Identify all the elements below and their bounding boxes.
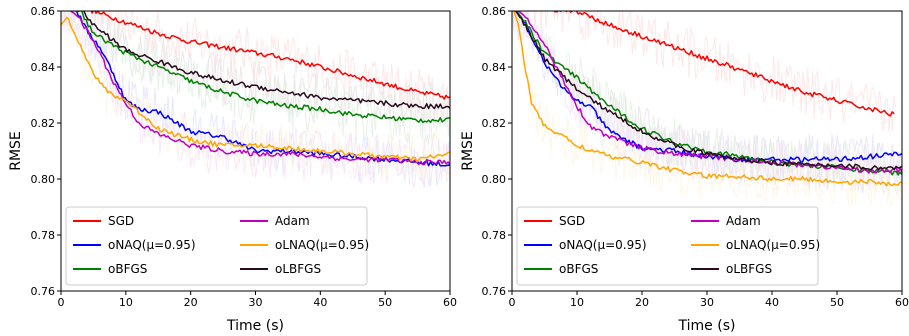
right-x-ticks: 0 10 20 30 40 50 60 (509, 291, 909, 309)
right-legend-label-sgd: SGD (559, 214, 585, 228)
left-legend-box (65, 206, 368, 286)
right-legend: SGD oNAQ(μ=0.95) oBFGS Adam oLNAQ(μ=0.95… (516, 206, 820, 286)
left-panel: 0 10 20 30 40 50 60 0.76 0.78 0.80 0.82 0.84 0.86 T… (8, 5, 457, 334)
left-y-tick-label: 0.76 (31, 285, 56, 298)
left-x-tick-label: 50 (378, 296, 392, 309)
left-legend-label-adam: Adam (275, 214, 310, 228)
left-y-tick-label: 0.80 (31, 173, 56, 186)
right-x-tick-label: 50 (830, 296, 844, 309)
right-noise-trace-onaq (512, 11, 902, 185)
left-y-tick-label: 0.82 (31, 117, 56, 130)
right-series-line-onaq (515, 11, 902, 163)
right-legend-label-adam: Adam (726, 214, 761, 228)
left-series-line-olbfgs (82, 11, 450, 110)
right-noise-trace-olbfgs (512, 11, 902, 193)
right-noise-trace-sgd (512, 11, 896, 133)
right-legend-label-olnaq: oLNAQ(μ=0.95) (726, 238, 820, 252)
left-noise-trace-onaq (67, 11, 450, 188)
right-noise-trace-adam (512, 11, 902, 195)
right-series-layer (513, 11, 902, 187)
left-y-ticks: 0.76 0.78 0.80 0.82 0.84 0.86 (31, 5, 61, 298)
left-legend: SGD oNAQ(μ=0.95) oBFGS Adam oLNAQ(μ=0.95… (65, 206, 369, 286)
left-x-tick-label: 10 (119, 296, 133, 309)
left-legend-label-olnaq: oLNAQ(μ=0.95) (275, 238, 369, 252)
left-legend-label-olbfgs: oLBFGS (275, 262, 321, 276)
right-x-axis-title: Time (s) (678, 318, 736, 334)
right-y-tick-label: 0.82 (482, 117, 507, 130)
right-series-line-olbfgs (514, 11, 902, 171)
right-legend-box (516, 206, 819, 286)
left-x-tick-label: 20 (184, 296, 198, 309)
right-series-line-olnaq (513, 11, 902, 187)
right-legend-label-onaq: oNAQ(μ=0.95) (559, 238, 647, 252)
right-y-tick-label: 0.80 (482, 173, 507, 186)
right-x-tick-label: 10 (570, 296, 584, 309)
left-legend-label-onaq: oNAQ(μ=0.95) (108, 238, 196, 252)
right-y-tick-label: 0.76 (482, 285, 507, 298)
left-noise-trace-olnaq (61, 11, 450, 181)
right-x-tick-label: 20 (635, 296, 649, 309)
right-x-tick-label: 40 (765, 296, 779, 309)
left-series-line-obfgs (74, 11, 450, 124)
left-legend-label-obfgs: oBFGS (108, 262, 147, 276)
left-x-axis-title: Time (s) (226, 318, 284, 334)
right-y-ticks: 0.76 0.78 0.80 0.82 0.84 0.86 (482, 5, 512, 298)
right-panel: 0 10 20 30 40 50 60 0.76 0.78 0.80 0.82 0.84 0.86 T… (460, 5, 909, 334)
right-y-axis-title: RMSE (460, 131, 476, 171)
left-legend-label-sgd: SGD (108, 214, 134, 228)
right-series-line-sgd (546, 11, 895, 117)
left-y-tick-label: 0.78 (31, 229, 56, 242)
right-legend-label-olbfgs: oLBFGS (726, 262, 772, 276)
left-x-tick-label: 0 (58, 296, 65, 309)
right-y-tick-label: 0.78 (482, 229, 507, 242)
right-y-tick-label: 0.86 (482, 5, 507, 18)
left-x-ticks: 0 10 20 30 40 50 60 (58, 291, 457, 309)
right-x-tick-label: 30 (700, 296, 714, 309)
left-y-tick-label: 0.84 (31, 61, 56, 74)
right-legend-label-obfgs: oBFGS (559, 262, 598, 276)
right-noise-layer (512, 11, 902, 207)
left-x-tick-label: 60 (443, 296, 457, 309)
left-series-line-adam (69, 11, 450, 166)
right-series-line-adam (517, 11, 902, 174)
left-x-tick-label: 40 (313, 296, 327, 309)
left-series-line-olnaq (61, 16, 450, 163)
left-y-tick-label: 0.86 (31, 5, 56, 18)
left-x-tick-label: 30 (249, 296, 263, 309)
right-y-tick-label: 0.84 (482, 61, 507, 74)
left-y-axis-title: RMSE (8, 131, 24, 171)
right-x-tick-label: 60 (895, 296, 909, 309)
right-x-tick-label: 0 (509, 296, 516, 309)
left-series-layer (61, 11, 450, 167)
left-series-line-sgd (87, 11, 450, 100)
left-noise-trace-obfgs (62, 11, 450, 146)
